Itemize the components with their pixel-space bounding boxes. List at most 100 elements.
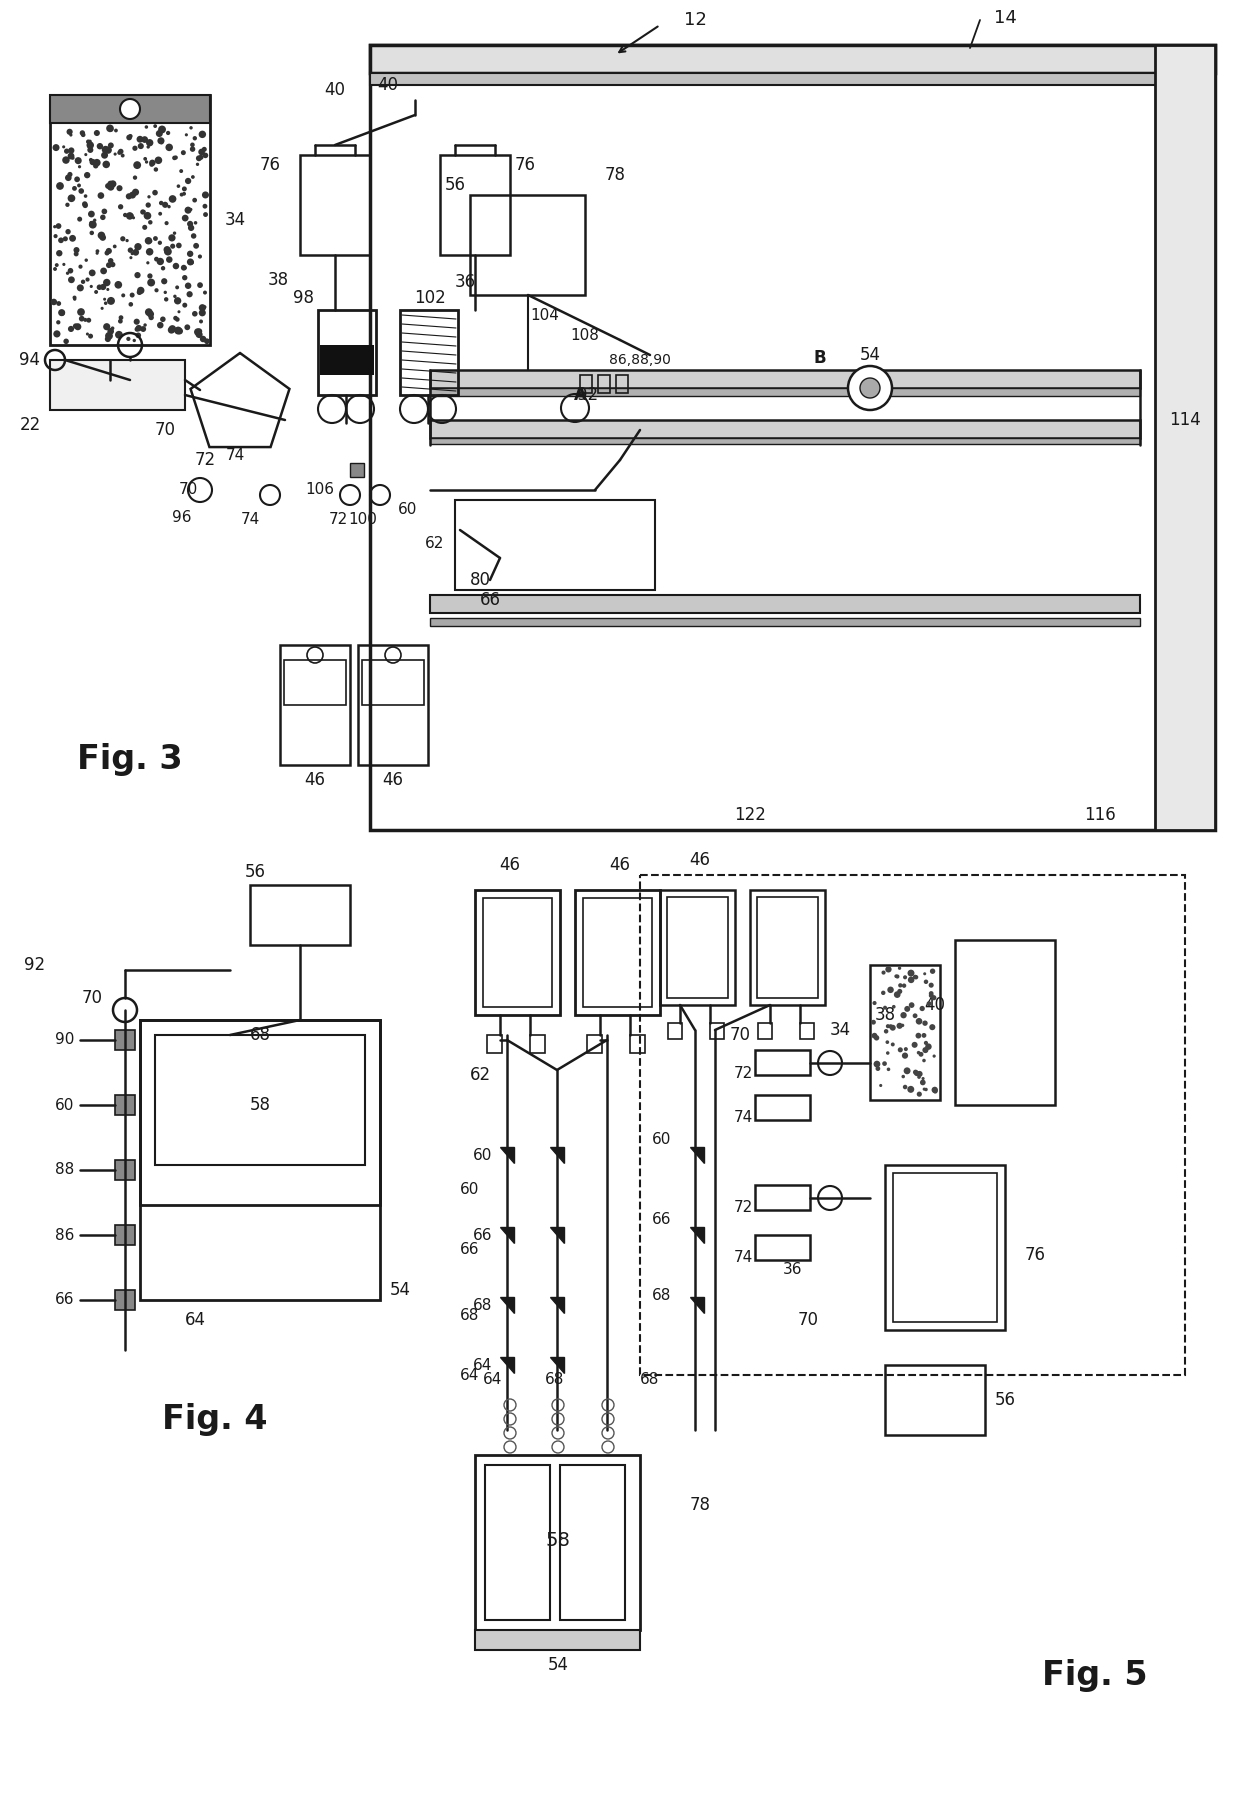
- Circle shape: [77, 308, 84, 315]
- Circle shape: [203, 305, 207, 308]
- Bar: [711, 1023, 724, 1039]
- Circle shape: [115, 330, 123, 339]
- Circle shape: [187, 259, 193, 265]
- Text: 98: 98: [293, 288, 314, 306]
- Circle shape: [68, 326, 74, 332]
- Bar: [640, 876, 1185, 1374]
- Polygon shape: [500, 1227, 515, 1244]
- Circle shape: [68, 194, 76, 201]
- Circle shape: [181, 265, 187, 270]
- Circle shape: [120, 236, 125, 241]
- Circle shape: [182, 303, 187, 308]
- Circle shape: [107, 183, 114, 190]
- Circle shape: [74, 158, 82, 165]
- Circle shape: [182, 187, 187, 192]
- Circle shape: [72, 187, 77, 190]
- Circle shape: [200, 335, 206, 343]
- Circle shape: [84, 259, 88, 261]
- Circle shape: [153, 236, 157, 241]
- Circle shape: [69, 236, 76, 241]
- Circle shape: [105, 335, 110, 343]
- Circle shape: [177, 310, 181, 314]
- Circle shape: [873, 1061, 880, 1068]
- Circle shape: [148, 279, 155, 286]
- Bar: [250, 885, 350, 945]
- Text: 68: 68: [546, 1372, 564, 1387]
- Text: 40: 40: [925, 995, 945, 1013]
- Circle shape: [169, 234, 176, 241]
- Circle shape: [861, 377, 880, 399]
- Bar: [598, 375, 610, 393]
- Circle shape: [170, 243, 175, 248]
- Circle shape: [128, 247, 133, 254]
- Circle shape: [161, 267, 165, 270]
- Circle shape: [198, 254, 202, 259]
- Text: 108: 108: [570, 328, 599, 343]
- Circle shape: [67, 129, 73, 134]
- Circle shape: [95, 252, 99, 256]
- Bar: [440, 154, 510, 256]
- Circle shape: [145, 203, 151, 208]
- Circle shape: [120, 154, 124, 158]
- Circle shape: [53, 234, 57, 238]
- Circle shape: [174, 296, 176, 297]
- Circle shape: [169, 325, 176, 332]
- Circle shape: [58, 238, 63, 243]
- Circle shape: [932, 1090, 937, 1093]
- Circle shape: [146, 145, 150, 149]
- Circle shape: [159, 125, 166, 134]
- Circle shape: [931, 995, 936, 1001]
- Circle shape: [166, 256, 172, 263]
- Circle shape: [898, 983, 903, 988]
- Circle shape: [149, 160, 155, 167]
- Circle shape: [182, 192, 186, 196]
- Circle shape: [72, 296, 77, 299]
- Circle shape: [198, 305, 206, 312]
- Circle shape: [154, 257, 159, 261]
- Bar: [668, 1023, 682, 1039]
- Circle shape: [931, 1086, 937, 1093]
- Text: 72: 72: [733, 1200, 753, 1215]
- Circle shape: [146, 248, 154, 256]
- Circle shape: [119, 315, 123, 321]
- Text: 40: 40: [377, 76, 398, 94]
- Circle shape: [924, 1041, 928, 1044]
- Circle shape: [196, 332, 202, 337]
- Text: 92: 92: [578, 386, 599, 404]
- Polygon shape: [551, 1148, 564, 1162]
- Circle shape: [105, 183, 110, 189]
- Text: 86,88,90: 86,88,90: [609, 354, 671, 366]
- Circle shape: [100, 214, 105, 219]
- Circle shape: [904, 1048, 908, 1052]
- Text: 46: 46: [382, 771, 403, 789]
- Text: Fig. 4: Fig. 4: [162, 1403, 268, 1436]
- Circle shape: [93, 163, 98, 169]
- Circle shape: [198, 131, 206, 138]
- Bar: [430, 439, 1140, 444]
- Circle shape: [883, 1006, 887, 1010]
- Text: 94: 94: [20, 352, 41, 370]
- Circle shape: [160, 141, 164, 145]
- Bar: [115, 1030, 135, 1050]
- Circle shape: [894, 992, 900, 997]
- Circle shape: [144, 323, 146, 326]
- Text: 38: 38: [268, 270, 289, 288]
- Circle shape: [136, 290, 143, 296]
- Text: 68: 68: [249, 1026, 270, 1044]
- Circle shape: [154, 125, 157, 129]
- Bar: [430, 370, 1140, 388]
- Circle shape: [901, 1075, 905, 1079]
- Circle shape: [164, 247, 171, 254]
- Text: 100: 100: [348, 513, 377, 528]
- Circle shape: [63, 339, 69, 344]
- Circle shape: [154, 167, 159, 172]
- Circle shape: [109, 127, 113, 132]
- Polygon shape: [551, 1227, 564, 1244]
- Bar: [475, 1456, 640, 1630]
- Circle shape: [165, 221, 169, 225]
- Circle shape: [146, 261, 150, 265]
- Bar: [370, 73, 1215, 85]
- Text: 114: 114: [1169, 412, 1200, 430]
- Text: 70: 70: [797, 1311, 818, 1329]
- Circle shape: [129, 303, 133, 306]
